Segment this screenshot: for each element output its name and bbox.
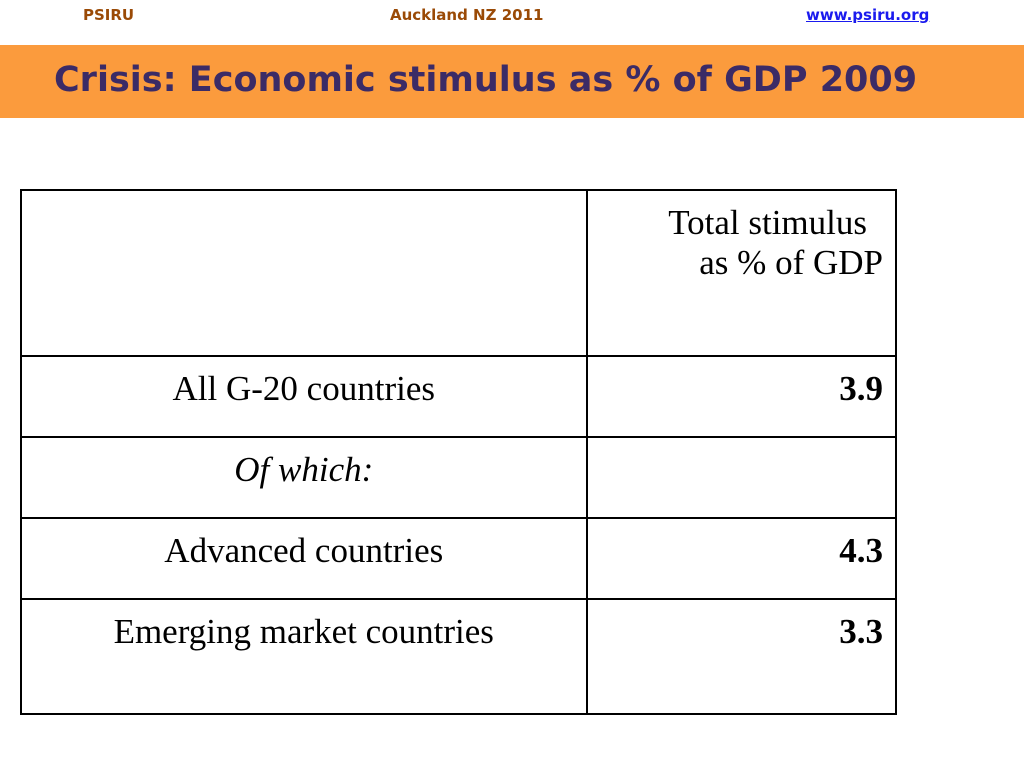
- row-label: Emerging market countries: [20, 598, 588, 715]
- column-header-line2: as % of GDP: [699, 243, 883, 282]
- row-value: 3.9: [585, 355, 898, 438]
- header-website-link[interactable]: www.psiru.org: [806, 6, 930, 24]
- slide-title: Crisis: Economic stimulus as % of GDP 20…: [54, 60, 918, 100]
- table-header-row: Total stimulus as % of GDP: [20, 189, 898, 357]
- header-event: Auckland NZ 2011: [390, 6, 544, 24]
- header-org: PSIRU: [83, 6, 135, 24]
- row-value: 3.3: [585, 598, 898, 715]
- row-label: Advanced countries: [20, 517, 588, 600]
- row-label: Of which:: [20, 436, 588, 519]
- stimulus-table: Total stimulus as % of GDP All G-20 coun…: [20, 189, 898, 715]
- title-band: [0, 45, 1024, 118]
- row-value: [585, 436, 898, 519]
- table-header-empty-cell: [20, 189, 588, 357]
- row-value: 4.3: [585, 517, 898, 600]
- row-label: All G-20 countries: [20, 355, 588, 438]
- table-row: Advanced countries 4.3: [20, 517, 898, 600]
- column-header-line1: Total stimulus: [668, 203, 867, 242]
- table-row: All G-20 countries 3.9: [20, 355, 898, 438]
- table-header-cell: Total stimulus as % of GDP: [585, 189, 898, 357]
- table-row: Emerging market countries 3.3: [20, 598, 898, 715]
- table-row: Of which:: [20, 436, 898, 519]
